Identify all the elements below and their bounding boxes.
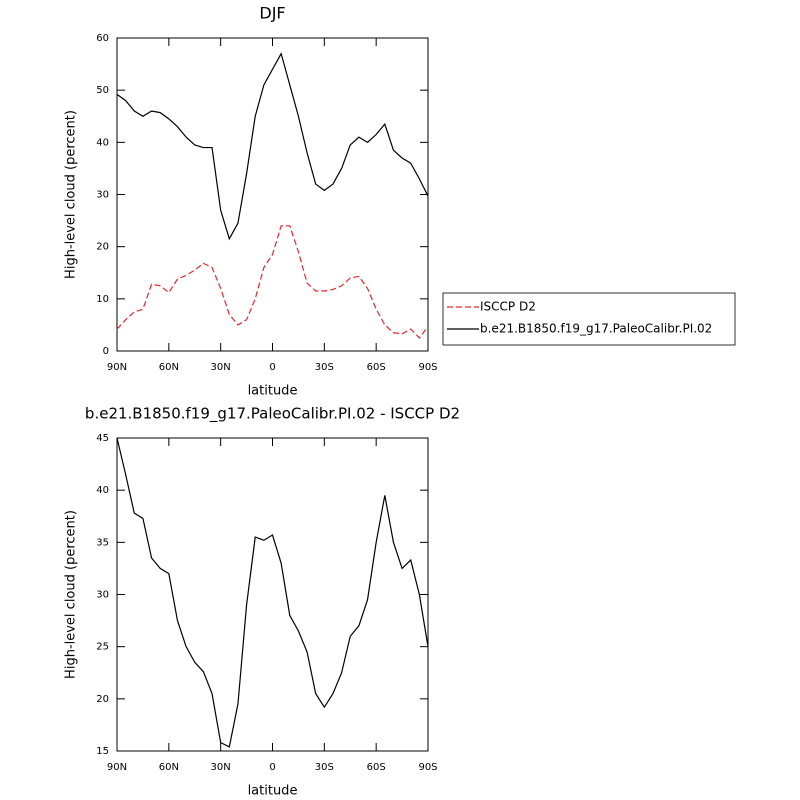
legend-box — [442, 292, 736, 346]
x-axis-label: latitude — [248, 384, 298, 399]
data-line — [116, 52, 429, 241]
x-tick-label: 30N — [211, 762, 231, 773]
plot-frame — [116, 437, 429, 752]
plot-frame — [116, 37, 429, 352]
x-tick-label: 90N — [107, 362, 127, 373]
x-axis-label: latitude — [248, 784, 298, 799]
x-tick-label: 90N — [107, 762, 127, 773]
y-tick-label: 10 — [96, 294, 109, 305]
y-axis-label: High-level cloud (percent) — [64, 510, 79, 679]
y-tick-label: 25 — [96, 642, 109, 653]
data-line — [116, 437, 429, 748]
data-line — [116, 225, 429, 339]
y-tick-label: 30 — [96, 190, 109, 201]
y-tick-label: 40 — [96, 137, 109, 148]
y-tick-label: 20 — [96, 694, 109, 705]
x-tick-label: 90S — [418, 362, 437, 373]
y-tick-label: 35 — [96, 537, 109, 548]
y-tick-label: 30 — [96, 590, 109, 601]
x-tick-label: 0 — [269, 762, 275, 773]
chart-title: DJF — [259, 4, 285, 23]
y-tick-label: 0 — [103, 346, 109, 357]
y-tick-label: 45 — [96, 433, 109, 444]
y-tick-label: 15 — [96, 746, 109, 757]
x-tick-label: 0 — [269, 362, 275, 373]
x-tick-label: 60N — [159, 362, 179, 373]
chart-title: b.e21.B1850.f19_g17.PaleoCalibr.PI.02 - … — [85, 405, 460, 424]
y-tick-label: 20 — [96, 242, 109, 253]
y-axis-label: High-level cloud (percent) — [64, 110, 79, 279]
legend-label: b.e21.B1850.f19_g17.PaleoCalibr.PI.02 — [480, 322, 712, 336]
x-tick-label: 30S — [315, 362, 334, 373]
x-tick-label: 60S — [367, 362, 386, 373]
y-tick-label: 40 — [96, 485, 109, 496]
x-tick-label: 30N — [211, 362, 231, 373]
x-tick-label: 90S — [418, 762, 437, 773]
x-tick-label: 30S — [315, 762, 334, 773]
y-tick-label: 60 — [96, 33, 109, 44]
x-tick-label: 60N — [159, 762, 179, 773]
y-tick-label: 50 — [96, 85, 109, 96]
x-tick-label: 60S — [367, 762, 386, 773]
legend-label: ISCCP D2 — [480, 300, 536, 314]
